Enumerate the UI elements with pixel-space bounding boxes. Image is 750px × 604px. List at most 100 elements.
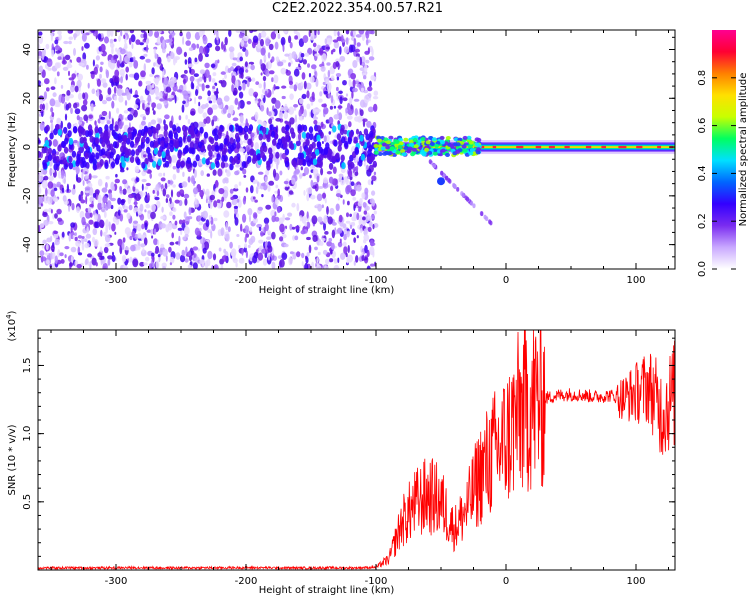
- heatmap-cell: [98, 126, 103, 134]
- heatmap-cell: [76, 157, 81, 165]
- heatmap-cell: [106, 97, 112, 102]
- heatmap-cell: [97, 178, 103, 187]
- heatmap-cell: [301, 131, 307, 139]
- heatmap-cell: [227, 68, 232, 73]
- heatmap-cell: [243, 125, 249, 133]
- colorbar: 0.0 0.2 0.4 0.6 0.8 Normalized spectral ampli…: [697, 30, 749, 277]
- heatmap-cell: [153, 238, 158, 246]
- heatmap-cell: [135, 148, 140, 156]
- heatmap-cell: [254, 100, 259, 104]
- heatmap-cell: [324, 265, 329, 269]
- heatmap-cell: [288, 106, 295, 115]
- heatmap-cell: [343, 245, 348, 255]
- heatmap-cell: [243, 34, 249, 42]
- heatmap-cell: [239, 56, 243, 62]
- heatmap-cell: [84, 186, 91, 191]
- heatmap-cell: [311, 215, 318, 225]
- heatmap-cell: [289, 85, 295, 89]
- heatmap-cell: [128, 61, 133, 68]
- heatmap-cell: [325, 46, 330, 50]
- heatmap-cell: [264, 90, 268, 97]
- heatmap-cell: [182, 90, 189, 97]
- heatmap-cell: [271, 77, 274, 83]
- heatmap-cell: [153, 62, 156, 67]
- heatmap-cell: [314, 70, 318, 78]
- heatmap-cell: [152, 255, 155, 263]
- heatmap-cell: [194, 31, 201, 41]
- heatmap-cell: [95, 262, 98, 267]
- heatmap-cell: [206, 42, 213, 48]
- heatmap-cell: [212, 85, 216, 90]
- heatmap-cell: [105, 182, 108, 189]
- heatmap-cell: [205, 188, 210, 197]
- heatmap-cell: [156, 200, 161, 208]
- heatmap-cell: [360, 153, 366, 161]
- heatmap-cell: [151, 235, 154, 239]
- heatmap-cell: [184, 233, 189, 238]
- heatmap-cell: [437, 177, 445, 186]
- heatmap-cell: [370, 75, 376, 81]
- heatmap-cell: [39, 223, 45, 228]
- heatmap-cell: [143, 154, 147, 158]
- heatmap-cell: [194, 169, 197, 178]
- heatmap-cell: [466, 135, 472, 140]
- heatmap-cell: [227, 113, 232, 119]
- heatmap-cell: [42, 211, 48, 218]
- heatmap-cell: [198, 221, 203, 226]
- x-tick-label: -100: [365, 275, 388, 286]
- heatmap-cell: [99, 66, 103, 73]
- heatmap-cell: [363, 94, 370, 104]
- heatmap-cell: [125, 73, 128, 81]
- heatmap-cell: [339, 96, 343, 105]
- heatmap-cell: [89, 135, 94, 143]
- heatmap-cell: [88, 173, 92, 181]
- heatmap-cell: [237, 125, 243, 133]
- heatmap-cell: [162, 39, 166, 49]
- heatmap-cell: [268, 152, 274, 160]
- heatmap-cell: [366, 265, 371, 269]
- heatmap-cell: [245, 69, 249, 73]
- heatmap-cell: [164, 114, 170, 120]
- heatmap-cell: [333, 30, 337, 37]
- heatmap-cell: [293, 104, 299, 108]
- heatmap-cell: [64, 54, 71, 61]
- heatmap-cell: [110, 30, 114, 37]
- heatmap-cell: [221, 41, 224, 50]
- heatmap-cell: [328, 176, 334, 184]
- heatmap-cell: [38, 113, 42, 117]
- heatmap-cell: [251, 77, 256, 82]
- heatmap-cell: [432, 151, 438, 156]
- heatmap-cell: [305, 155, 310, 163]
- heatmap-cell: [186, 135, 192, 143]
- heatmap-cell: [147, 128, 153, 136]
- heatmap-cell: [174, 199, 180, 204]
- heatmap-cell: [107, 87, 112, 96]
- heatmap-cell: [74, 85, 79, 93]
- heatmap-cell: [242, 213, 247, 223]
- heatmap-cell: [121, 160, 126, 168]
- heatmap-cell: [248, 238, 254, 246]
- heatmap-cell: [56, 183, 61, 188]
- heatmap-cell: [53, 163, 58, 171]
- heatmap-cell: [281, 152, 287, 160]
- heatmap-cell: [213, 128, 218, 136]
- heatmap-cell: [94, 213, 98, 221]
- heatmap-cell: [60, 84, 64, 89]
- heatmap-cell: [77, 92, 83, 100]
- heatmap-cell: [84, 42, 90, 49]
- heatmap-cell: [194, 57, 198, 63]
- heatmap-cell: [283, 106, 289, 111]
- heatmap-cell: [150, 211, 156, 220]
- heatmap-cell: [89, 203, 94, 208]
- heatmap-cell: [171, 232, 174, 239]
- heatmap-cell: [345, 252, 348, 258]
- heatmap-cell: [49, 132, 54, 140]
- heatmap-cell: [254, 142, 259, 151]
- heatmap-cell: [361, 251, 364, 256]
- heatmap-cell: [168, 200, 171, 207]
- heatmap-cell: [351, 91, 354, 99]
- heatmap-cell: [150, 119, 157, 125]
- heatmap-cell: [359, 56, 362, 66]
- signal-peak: [516, 145, 524, 149]
- heatmap-cell: [282, 44, 285, 52]
